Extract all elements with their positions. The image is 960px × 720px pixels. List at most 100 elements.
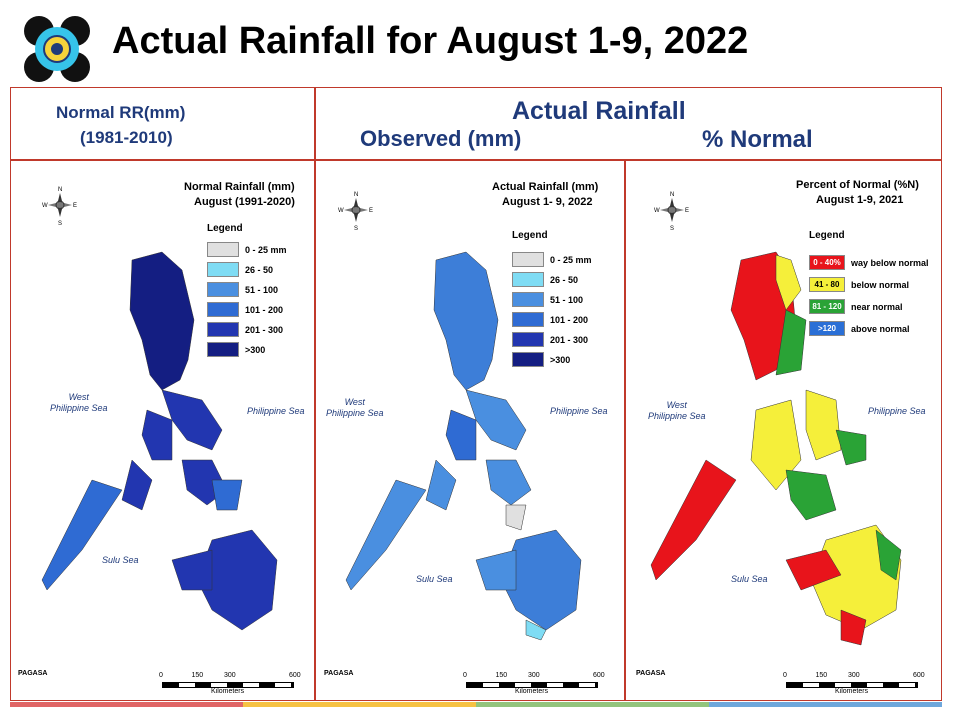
scale-bar [162, 682, 294, 688]
philippines-map [345, 251, 582, 641]
legend-item: 51 - 100 [207, 282, 278, 297]
legend-item: 26 - 50 [207, 262, 273, 277]
scale-tick: 600 [593, 672, 605, 679]
legend-swatch [512, 332, 544, 347]
legend-swatch [207, 242, 239, 257]
normal-rainfall-map: N S W E Normal Rainfall (mm) August (199… [12, 160, 314, 700]
scale-unit: Kilometers [835, 688, 869, 695]
scale-tick: 600 [913, 672, 925, 679]
sea-label-south: Sulu Sea [416, 574, 453, 584]
legend-title: Legend [512, 230, 548, 241]
compass-w: W [42, 203, 48, 209]
page-title: Actual Rainfall for August 1-9, 2022 [112, 20, 749, 62]
legend-label: 26 - 50 [550, 274, 579, 285]
philippines-map [650, 251, 902, 646]
divider [314, 87, 316, 701]
normal-header-line2: (1981-2010) [80, 128, 173, 147]
scale-tick: 0 [783, 672, 787, 679]
scale-tick: 150 [815, 672, 828, 679]
legend-swatch [512, 352, 544, 367]
legend-item: >120 above normal [809, 321, 910, 336]
legend-label: way below normal [851, 257, 929, 268]
observed-rainfall-map: N S W E Actual Rainfall (mm) August 1- 9… [316, 160, 624, 700]
scale-tick: 0 [159, 672, 163, 679]
legend-swatch [207, 282, 239, 297]
compass-icon: N S W E [654, 192, 689, 230]
footer-segment [243, 702, 476, 707]
compass-s: S [58, 221, 62, 225]
compass-icon: N S W E [42, 187, 77, 225]
legend-item: 0 - 25 mm [207, 242, 287, 257]
scale-unit: Kilometers [211, 688, 245, 695]
legend-label: 51 - 100 [550, 294, 584, 305]
legend-swatch [207, 302, 239, 317]
pagasa-logo [24, 16, 90, 82]
legend-swatch [207, 322, 239, 337]
legend-item: 81 - 120 near normal [809, 299, 903, 314]
legend-item: 51 - 100 [512, 292, 583, 307]
compass-w: W [654, 208, 660, 214]
legend-label: >300 [550, 354, 571, 365]
sea-label-west: West Philippine Sea [648, 400, 706, 421]
percent-normal-map: N S W E Percent of Normal (%N) August 1-… [626, 160, 940, 700]
legend-swatch [207, 342, 239, 357]
normal-header-line1: Normal RR(mm) [56, 103, 186, 122]
legend-label: below normal [851, 279, 910, 290]
sea-label-west: West Philippine Sea [326, 397, 384, 418]
legend-label: >300 [245, 344, 266, 355]
compass-n: N [670, 192, 674, 198]
legend-label: 0 - 25 mm [245, 244, 287, 255]
scale-tick: 300 [528, 672, 540, 679]
legend-item: >300 [207, 342, 265, 357]
legend-swatch [512, 292, 544, 307]
legend-title: Legend [809, 230, 845, 241]
legend-label: 201 - 300 [550, 334, 589, 345]
philippines-map [41, 251, 278, 631]
legend-swatch: >120 [809, 321, 845, 336]
footer-segment [709, 702, 942, 707]
map-title-2: Actual Rainfall (mm) [492, 181, 599, 193]
sea-label-east: Philippine Sea [868, 406, 926, 416]
legend-swatch: 81 - 120 [809, 299, 845, 314]
legend-swatch [512, 312, 544, 327]
sea-label-east: Philippine Sea [550, 406, 608, 416]
scale-bar [786, 682, 918, 688]
map-subtitle-2: August 1- 9, 2022 [502, 196, 593, 208]
observed-header: Observed (mm) [360, 126, 522, 151]
header-frame [10, 87, 942, 701]
footer-color-bar [10, 702, 942, 707]
legend-swatch: 41 - 80 [809, 277, 845, 292]
legend-label: above normal [851, 323, 910, 334]
scale-bar [466, 682, 598, 688]
legend-item: 201 - 300 [512, 332, 588, 347]
sea-label-south: Sulu Sea [731, 574, 768, 584]
legend-label: 0 - 25 mm [550, 254, 592, 265]
scale-tick: 600 [289, 672, 301, 679]
compass-e: E [685, 208, 689, 214]
pagasa-brand: PAGASA [18, 670, 48, 677]
sea-label-south: Sulu Sea [102, 555, 139, 565]
compass-e: E [369, 208, 373, 214]
scale-tick: 150 [191, 672, 204, 679]
legend-item: 201 - 300 [207, 322, 283, 337]
compass-s: S [670, 226, 674, 230]
legend-label: 101 - 200 [245, 304, 284, 315]
percent-header: % Normal [702, 126, 813, 153]
legend-item: 0 - 40% way below normal [809, 255, 929, 270]
compass-w: W [338, 208, 344, 214]
legend-swatch [207, 262, 239, 277]
map-subtitle-1: August (1991-2020) [194, 196, 295, 208]
legend-item: >300 [512, 352, 570, 367]
legend-label: near normal [851, 301, 903, 312]
legend-item: 41 - 80 below normal [809, 277, 909, 292]
legend-item: 0 - 25 mm [512, 252, 592, 267]
pagasa-brand: PAGASA [324, 670, 354, 677]
compass-icon: N S W E [338, 192, 373, 230]
map-title-3: Percent of Normal (%N) [796, 179, 919, 191]
legend-label: 201 - 300 [245, 324, 284, 335]
scale-tick: 300 [224, 672, 236, 679]
legend-item: 26 - 50 [512, 272, 578, 287]
divider [624, 160, 626, 701]
legend-label: 51 - 100 [245, 284, 279, 295]
scale-tick: 0 [463, 672, 467, 679]
